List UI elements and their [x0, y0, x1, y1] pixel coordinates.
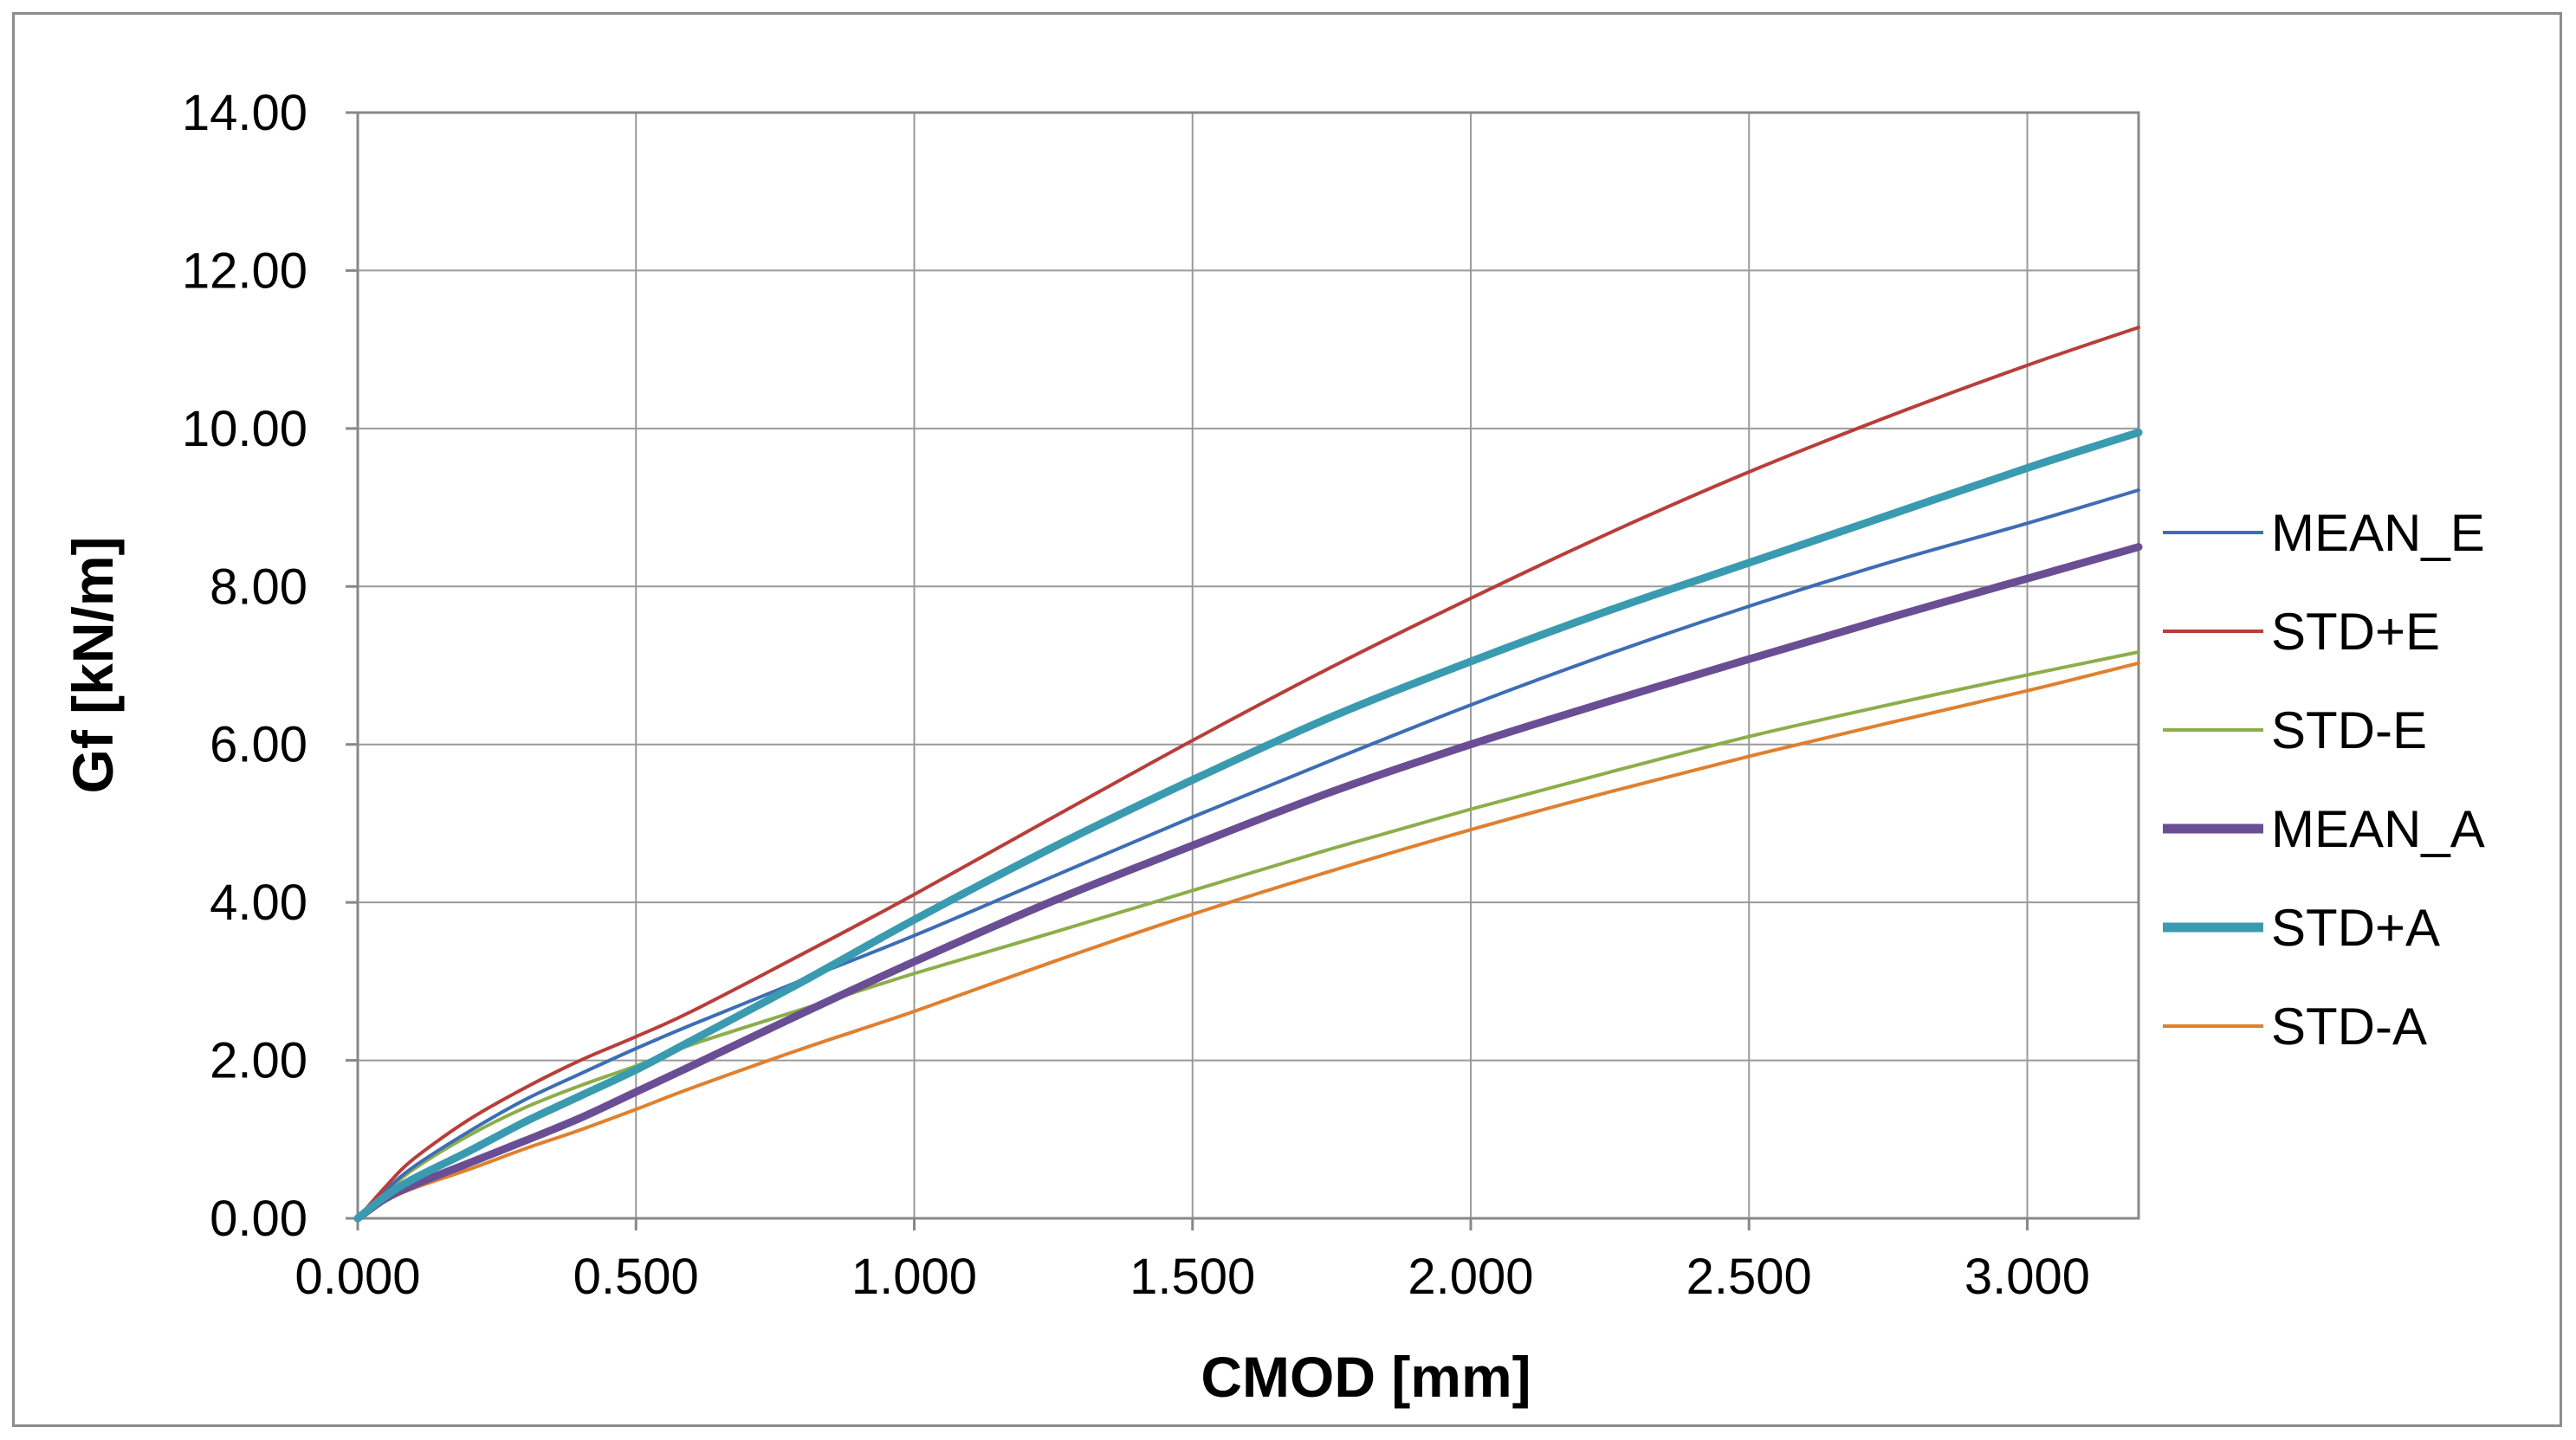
y-tick-label: 0.00 [210, 1191, 307, 1247]
legend-label-std-e: STD-E [2271, 701, 2427, 759]
series-line-std-e [356, 649, 2140, 1220]
series-line-std-a [353, 428, 2143, 1223]
y-tick-label: 10.00 [182, 401, 307, 457]
x-tick-label: 1.000 [851, 1249, 977, 1305]
x-tick-label: 2.000 [1408, 1249, 1533, 1305]
series-line-mean-e [356, 488, 2140, 1220]
series-line-std-a [356, 661, 2140, 1220]
y-tick-label: 12.00 [182, 242, 307, 299]
y-axis-title: Gf [kN/m] [61, 537, 125, 794]
x-axis-title: CMOD [mm] [1201, 1345, 1531, 1409]
series-line-std-e [356, 326, 2140, 1220]
y-tick-label: 2.00 [210, 1033, 307, 1089]
chart-frame [12, 12, 2562, 1427]
axes [356, 113, 2139, 1220]
y-tick-label: 8.00 [210, 559, 307, 615]
x-tick-label: 3.000 [1964, 1249, 2090, 1305]
legend-label-std-a: STD+A [2271, 899, 2440, 957]
series-line-mean-a [353, 543, 2143, 1223]
y-tick-label: 14.00 [182, 85, 307, 141]
x-tick-label: 1.500 [1129, 1249, 1255, 1305]
legend-label-mean-a: MEAN_A [2271, 800, 2485, 858]
y-tick-label: 6.00 [210, 717, 307, 773]
legend-label-mean-e: MEAN_E [2271, 504, 2485, 562]
series-lines [353, 326, 2143, 1223]
x-tick-label: 2.500 [1686, 1249, 1812, 1305]
legend: MEAN_E STD+E STD-E MEAN_A STD+A STD-A [2163, 504, 2485, 1056]
x-tick-label: 0.000 [294, 1249, 420, 1305]
legend-label-std-a: STD-A [2271, 998, 2427, 1056]
tick-labels: 0.00 2.00 4.00 6.00 8.00 10.00 12.00 14.00 0.000… [182, 85, 2090, 1305]
y-tick-label: 4.00 [210, 875, 307, 931]
legend-label-std-e: STD+E [2271, 603, 2440, 661]
x-tick-label: 0.500 [573, 1249, 699, 1305]
